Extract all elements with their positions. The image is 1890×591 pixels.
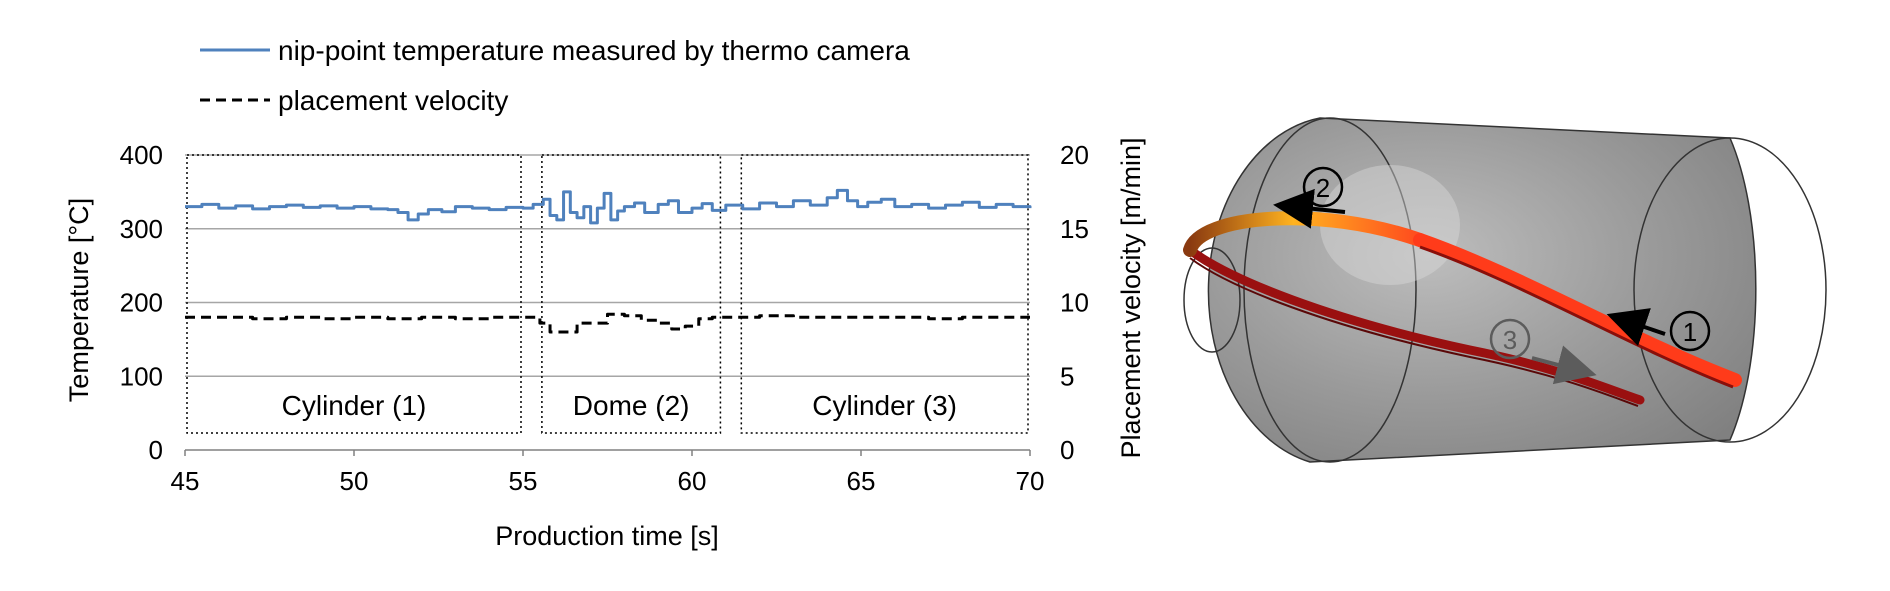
region-box-2 [541, 154, 722, 434]
tape-upper [1183, 211, 1427, 257]
tape-hot-segment [1413, 233, 1742, 387]
y-tick-label: 100 [120, 361, 163, 391]
x-tick-label: 55 [509, 466, 538, 496]
tank-junction-ring [1243, 117, 1417, 463]
series-line-temperature [185, 188, 1032, 225]
legend-label-temperature: nip-point temperature measured by thermo… [278, 35, 910, 66]
y2-tick-label: 20 [1060, 140, 1089, 170]
tape-hot-edge [1419, 245, 1734, 389]
marker-2-digit: 2 [1316, 173, 1330, 203]
tank-body [1207, 117, 1757, 463]
region-label-1: Cylinder (1) [282, 390, 427, 421]
series-layer [185, 188, 1032, 334]
x-axis-title: Production time [s] [495, 521, 719, 551]
marker-3-digit: 3 [1503, 325, 1517, 355]
region-box-3 [740, 154, 1029, 434]
y-tick-labels: 0 100 200 300 400 [120, 140, 163, 465]
y2-tick-label: 5 [1060, 361, 1074, 391]
y-tick-label: 0 [149, 435, 163, 465]
x-tick-label: 65 [847, 466, 876, 496]
marker-1-digit: 1 [1683, 317, 1697, 347]
arrow-direction-2 [1273, 188, 1346, 229]
region-box-1 [186, 154, 522, 434]
y-tick-label: 300 [120, 214, 163, 244]
series-line-velocity [185, 312, 1030, 334]
region-boxes: Cylinder (1) Dome (2) Cylinder (3) [186, 154, 1029, 434]
y2-axis-title: Placement velocity [m/min] [1116, 137, 1146, 458]
x-tick-labels: 45 50 55 60 65 70 [171, 450, 1045, 496]
y2-tick-label: 0 [1060, 435, 1074, 465]
marker-2-circle [1302, 166, 1344, 208]
x-tick-label: 70 [1016, 466, 1045, 496]
arrow-direction-3 [1531, 345, 1597, 385]
marker-1-circle [1669, 310, 1711, 352]
region-label-2: Dome (2) [573, 390, 690, 421]
legend-label-velocity: placement velocity [278, 85, 508, 116]
x-tick-label: 45 [171, 466, 200, 496]
marker-3-circle [1489, 318, 1531, 360]
y2-tick-label: 10 [1060, 288, 1089, 318]
x-tick-label: 50 [340, 466, 369, 496]
y-tick-label: 400 [120, 140, 163, 170]
tape-lower-shadow [1189, 257, 1639, 407]
legend: nip-point temperature measured by thermo… [200, 35, 910, 116]
dome-opening [1183, 247, 1241, 353]
y2-tick-labels: 0 5 10 15 20 [1060, 140, 1089, 465]
marker-1: ① 1 [1669, 310, 1711, 352]
marker-3: ③ 3 [1489, 318, 1531, 360]
arrow-direction-1 [1606, 308, 1666, 346]
tape-lower [1185, 245, 1645, 405]
y-axis-title: Temperature [°C] [64, 198, 94, 402]
marker-2: ② 2 [1302, 166, 1344, 208]
tank-illustration: ① 1 ② 2 ③ 3 [1183, 117, 1827, 463]
region-label-3: Cylinder (3) [812, 390, 957, 421]
y2-tick-label: 15 [1060, 214, 1089, 244]
x-tick-label: 60 [678, 466, 707, 496]
gridlines [185, 154, 1030, 377]
tank-end-ring-right [1633, 137, 1827, 443]
chart: nip-point temperature measured by thermo… [64, 35, 1146, 551]
y-tick-label: 200 [120, 288, 163, 318]
